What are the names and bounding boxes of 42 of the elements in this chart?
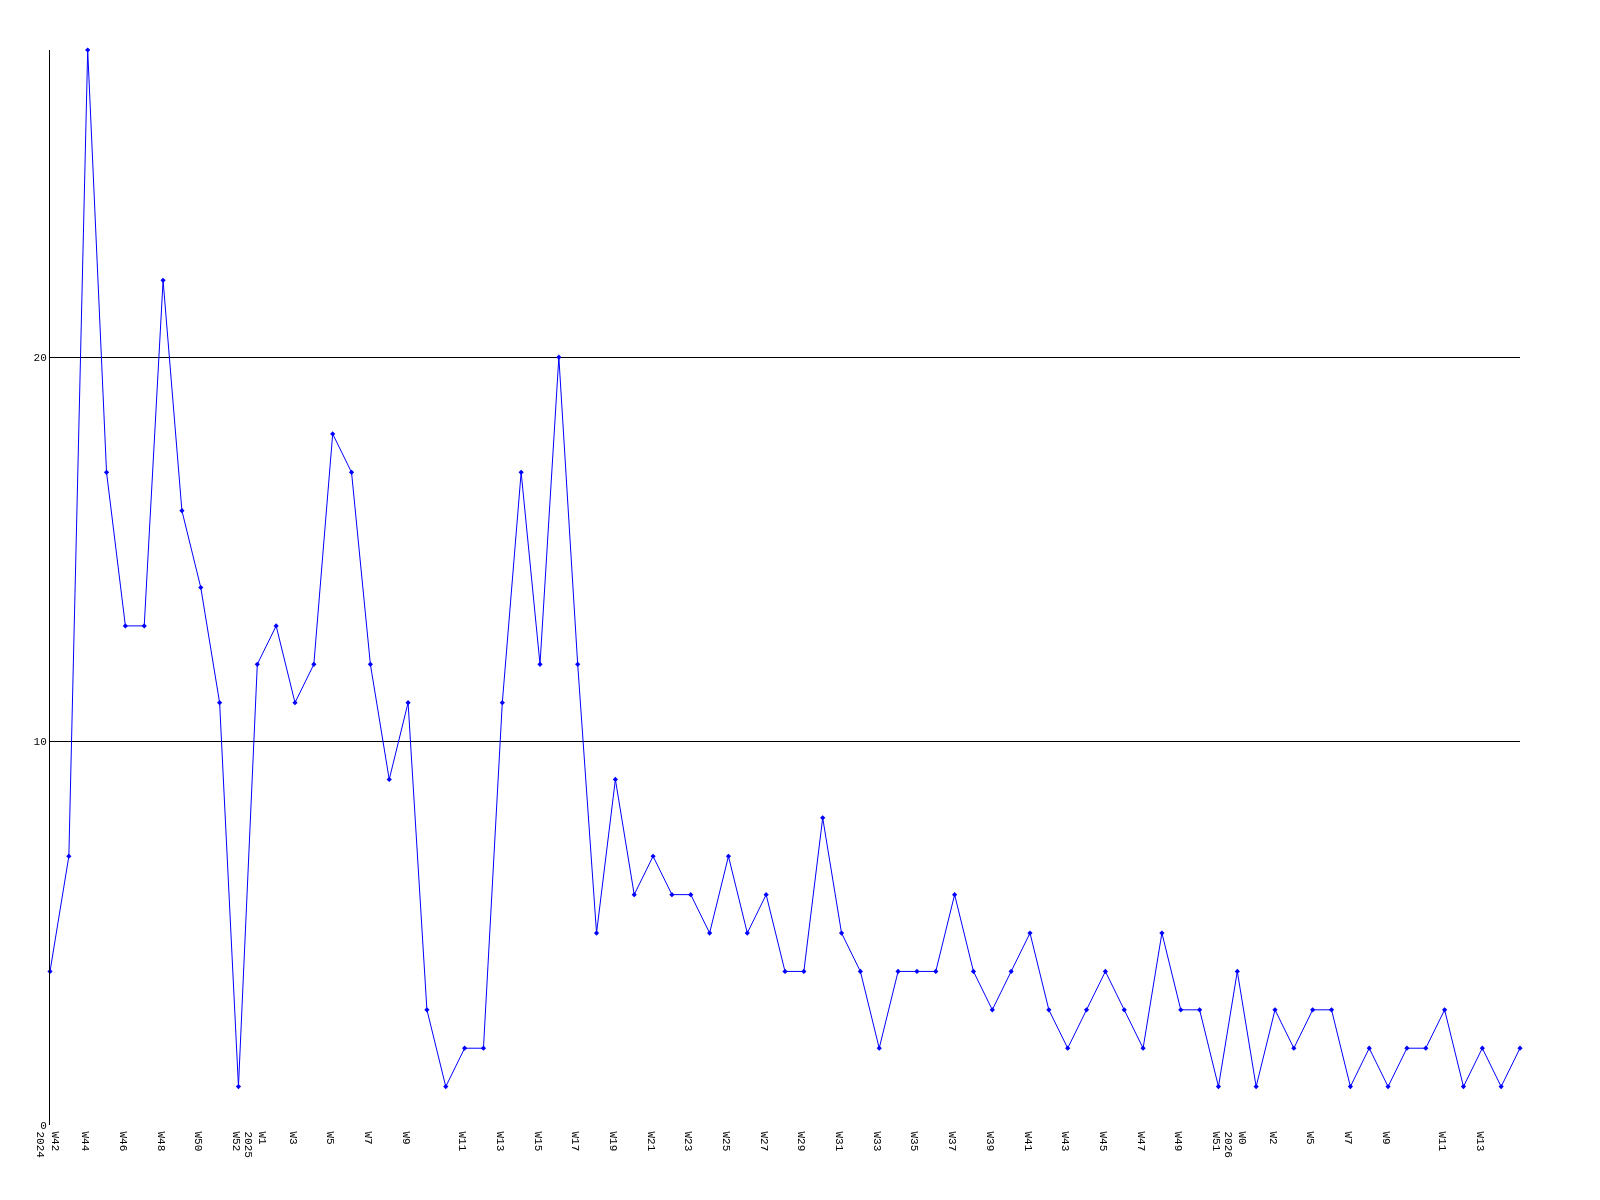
x-tick-label: W29 xyxy=(795,1131,808,1152)
x-tick-label: W39 xyxy=(983,1131,996,1152)
x-tick-label: W15 xyxy=(531,1131,544,1152)
x-tick-label: W25 xyxy=(719,1131,732,1152)
x-tick-label: W33 xyxy=(870,1131,883,1152)
x-tick-label: W35 xyxy=(908,1131,921,1152)
x-tick-label: W23 xyxy=(682,1131,695,1152)
x-tick-label: W2 xyxy=(1266,1131,1279,1145)
y-tick-label: 0 xyxy=(40,1119,47,1132)
x-tick-label: W11 xyxy=(1436,1131,1449,1152)
x-tick-label: W50 xyxy=(192,1131,205,1152)
x-tick-label: W3 xyxy=(286,1131,299,1145)
y-tick-label: 10 xyxy=(33,735,47,748)
x-tick-label: W47 xyxy=(1134,1131,1147,1152)
x-tick-label: W41 xyxy=(1021,1131,1034,1152)
x-tick-label: W21 xyxy=(644,1131,657,1152)
x-tick-label: W43 xyxy=(1059,1131,1072,1152)
x-tick-label: W7 xyxy=(361,1131,374,1145)
x-tick-label: W11 xyxy=(456,1131,469,1152)
x-tick-label: W19 xyxy=(606,1131,619,1152)
x-tick-label: W5 xyxy=(324,1131,337,1145)
x-tick-label: W5 xyxy=(1304,1131,1317,1145)
x-tick-label: W1 2025 xyxy=(241,1131,268,1158)
x-tick-label: W45 xyxy=(1096,1131,1109,1152)
x-tick-label: W0 2026 xyxy=(1221,1131,1248,1158)
x-tick-label: W49 xyxy=(1172,1131,1185,1152)
x-tick-label: W48 xyxy=(154,1131,167,1152)
x-tick-label: W37 xyxy=(946,1131,959,1152)
x-tick-label: W13 xyxy=(1473,1131,1486,1152)
x-tick-label: W17 xyxy=(569,1131,582,1152)
x-tick-label: W13 xyxy=(493,1131,506,1152)
x-tick-label: W9 xyxy=(1379,1131,1392,1145)
y-tick-label: 20 xyxy=(33,351,47,364)
x-tick-label: W27 xyxy=(757,1131,770,1152)
x-tick-label: W9 xyxy=(399,1131,412,1145)
x-tick-label: W44 xyxy=(79,1131,92,1152)
x-tick-label: W51 xyxy=(1209,1131,1222,1152)
x-tick-label: W42 2024 xyxy=(34,1131,61,1159)
x-tick-label: W52 xyxy=(229,1131,242,1152)
x-tick-label: W46 xyxy=(116,1131,129,1152)
x-tick-label: W31 xyxy=(833,1131,846,1152)
x-tick-label: W7 xyxy=(1341,1131,1354,1145)
